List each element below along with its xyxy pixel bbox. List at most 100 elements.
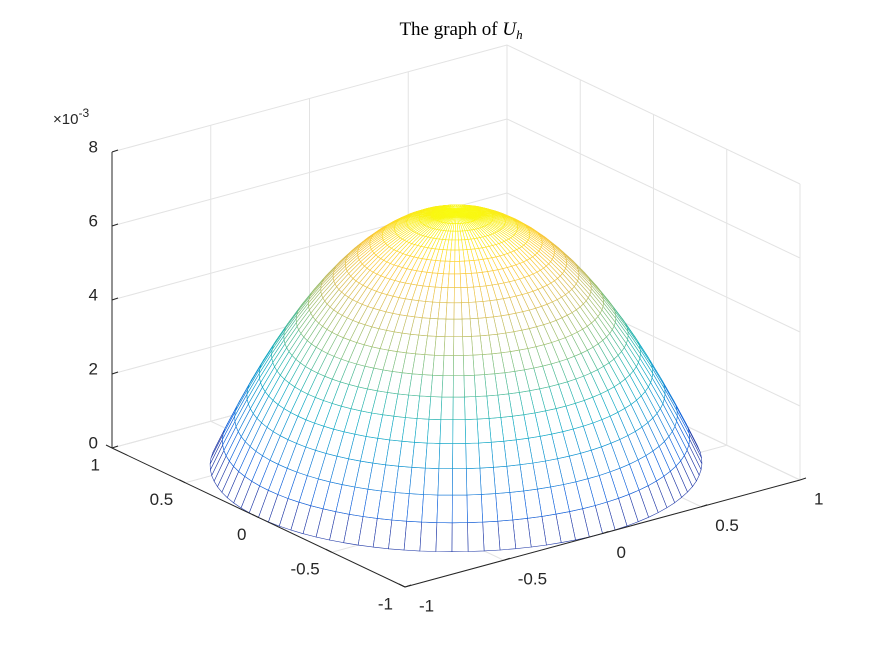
z-tick-label: 2	[89, 359, 98, 378]
mesh-cell	[452, 375, 465, 398]
title-text: The graph of	[399, 19, 498, 40]
grid-line	[506, 118, 801, 259]
x-tick-label: 0.5	[715, 516, 739, 535]
mesh-cell	[451, 494, 468, 524]
x-tick-label: 1	[814, 489, 823, 508]
mesh-cell	[472, 354, 485, 376]
multiplier-exponent: -3	[78, 106, 89, 120]
mesh-cell	[419, 521, 438, 552]
y-axis	[111, 447, 406, 588]
mesh-cell	[493, 465, 511, 494]
z-multiplier: ×10-3	[53, 106, 89, 128]
title-subscript: h	[516, 27, 523, 42]
mesh-cell	[459, 260, 467, 275]
mesh-cell	[430, 374, 444, 398]
multiplier-base: ×10	[53, 111, 78, 128]
z-tick	[111, 371, 119, 375]
mesh-cell	[490, 440, 508, 468]
mesh-cell	[416, 395, 432, 420]
mesh-cell	[465, 442, 481, 469]
grid-line	[506, 44, 801, 185]
mesh-cell	[449, 249, 456, 262]
z-tick-label: 8	[89, 137, 98, 156]
mesh-cell	[452, 468, 468, 496]
x-axis	[404, 479, 801, 588]
mesh-cell	[437, 468, 453, 496]
mesh-cell	[467, 521, 485, 552]
mesh-cell	[426, 418, 442, 444]
mesh-cell	[445, 302, 455, 320]
z-tick	[111, 297, 119, 301]
y-tick-label: 0.5	[150, 490, 174, 509]
mesh-cell	[455, 223, 459, 232]
mesh-cell	[441, 375, 454, 398]
mesh-cell	[435, 522, 453, 553]
grid-line	[111, 118, 508, 227]
mesh-cell	[450, 239, 456, 251]
mesh-cell	[447, 273, 455, 288]
mesh-cell	[454, 260, 461, 275]
mesh-cell	[442, 355, 454, 377]
mesh-cell	[453, 287, 462, 304]
mesh-cell	[408, 466, 426, 495]
z-tick	[111, 223, 119, 227]
mesh-cell	[448, 260, 456, 275]
mesh-cell	[479, 466, 496, 495]
grid-line	[111, 44, 508, 153]
z-tick	[111, 149, 119, 153]
mesh-cell	[414, 418, 430, 444]
mesh-cell	[478, 441, 494, 469]
mesh-cell	[403, 520, 423, 552]
mesh-cell	[462, 354, 475, 376]
mesh-cell	[437, 302, 448, 320]
mesh-cell	[451, 522, 469, 553]
mesh-cell	[464, 418, 479, 444]
mesh-cell	[454, 239, 460, 251]
title-symbol: U	[502, 19, 517, 40]
mesh-cell	[453, 336, 464, 356]
mesh-cell	[461, 318, 472, 337]
mesh-cell	[473, 374, 488, 397]
mesh-cell	[439, 287, 449, 304]
mesh-cell	[443, 336, 455, 356]
mesh-cell	[439, 419, 454, 444]
x-tick-label: -0.5	[518, 570, 547, 589]
mesh-cell	[455, 217, 458, 224]
mesh-cell	[446, 287, 455, 304]
mesh-cell	[435, 318, 447, 337]
z-tick-label: 0	[89, 433, 98, 452]
surface	[209, 204, 703, 553]
mesh-cell	[476, 418, 492, 444]
mesh-cell	[436, 494, 453, 524]
mesh-cell	[419, 374, 433, 397]
mesh-cell	[453, 302, 463, 320]
axes: -1 -0.5 0 0.5 1 -1 -0.5 0 0.5 1 0 2 4 6 8	[89, 137, 824, 615]
z-tick	[111, 445, 119, 449]
x-tick	[799, 477, 807, 481]
mesh-cell	[452, 443, 467, 470]
mesh-cell	[471, 335, 483, 356]
mesh-cell	[465, 467, 482, 496]
mesh-cell	[475, 395, 490, 420]
mesh-cell	[444, 318, 455, 338]
mesh-cell	[462, 335, 474, 356]
mesh-cell	[452, 419, 467, 444]
mesh-cell	[454, 249, 460, 262]
mesh-cell	[463, 374, 477, 398]
mesh-cell	[497, 519, 517, 551]
mesh-cell	[453, 355, 465, 377]
mesh-cell	[391, 492, 410, 522]
mesh-cell	[432, 354, 445, 376]
mesh-cell	[454, 273, 462, 288]
grid-line	[506, 192, 801, 333]
x-tick-label: 0	[617, 543, 626, 562]
mesh-cell	[454, 230, 459, 241]
z-tick-label: 6	[89, 211, 98, 230]
y-tick-label: 1	[91, 455, 100, 474]
mesh-cell	[453, 318, 463, 338]
y-tick-label: 0	[237, 525, 246, 544]
mesh-cell	[482, 520, 501, 552]
mesh-cell	[464, 396, 478, 420]
mesh-cell	[434, 335, 446, 356]
